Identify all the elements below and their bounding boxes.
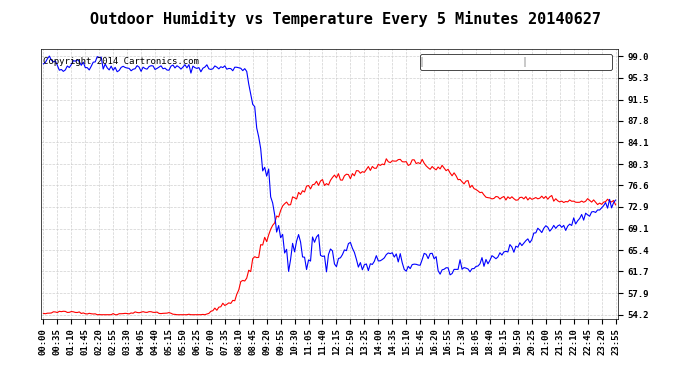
Legend: Temperature (°F), Humidity  (%): Temperature (°F), Humidity (%) (420, 54, 612, 70)
Text: Outdoor Humidity vs Temperature Every 5 Minutes 20140627: Outdoor Humidity vs Temperature Every 5 … (90, 11, 600, 27)
Text: Copyright 2014 Cartronics.com: Copyright 2014 Cartronics.com (43, 57, 199, 66)
